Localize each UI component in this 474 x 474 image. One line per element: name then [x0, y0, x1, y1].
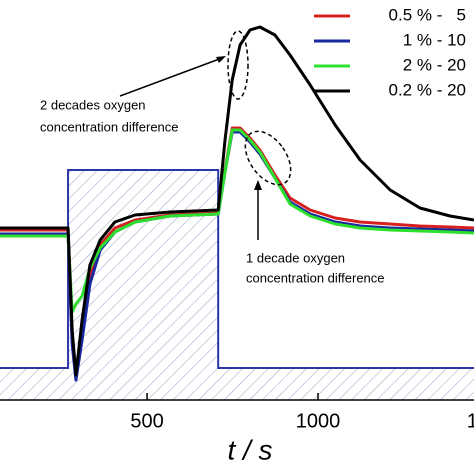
legend-label: 2 % - 20: [403, 55, 466, 74]
legend-label: 0.5 % - 5: [389, 5, 466, 24]
annotation: concentration difference: [246, 270, 385, 285]
curves-layer: [0, 25, 474, 382]
annotation-arrow: [119, 57, 223, 97]
x-tick-label: 1500: [467, 410, 474, 432]
signal-line: [0, 169, 474, 369]
arrow-head: [216, 56, 226, 63]
annotation-ellipse: [244, 130, 292, 186]
legend-label: 1 % - 10: [403, 30, 466, 49]
x-tick-label: 500: [130, 410, 163, 432]
series-line: [0, 25, 474, 377]
x-tick-label: 1000: [296, 410, 341, 432]
annotation: 1 decade oxygen: [246, 250, 345, 265]
legend-label: 0.2 % - 20: [389, 80, 467, 99]
annotation: concentration difference: [40, 119, 179, 134]
arrow-head: [254, 180, 262, 190]
series-line: [0, 128, 474, 314]
annotation: 2 decades oxygen: [40, 97, 146, 112]
annotation-ellipse: [227, 30, 249, 100]
x-axis-title: t / s: [227, 434, 272, 465]
